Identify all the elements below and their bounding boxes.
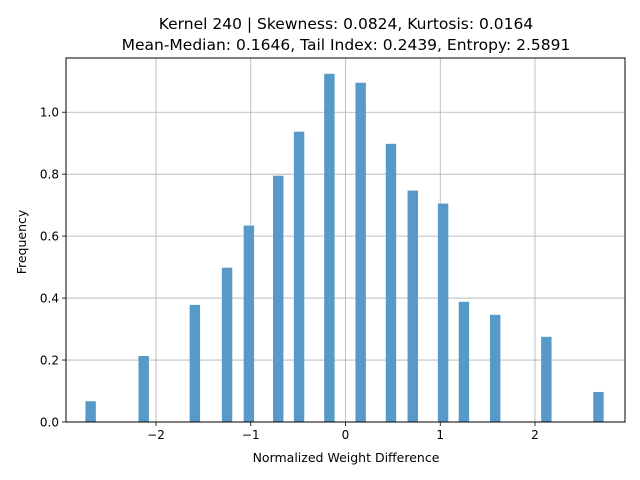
y-tick-label: 1.0 — [40, 106, 59, 120]
histogram-bar — [85, 401, 96, 422]
histogram-bar — [293, 131, 305, 422]
x-axis-label: Normalized Weight Difference — [253, 450, 440, 465]
histogram-bar — [189, 304, 201, 422]
histogram-bar — [407, 190, 418, 422]
histogram-bar — [458, 301, 470, 422]
y-tick-label: 0.0 — [40, 415, 59, 429]
plot-area: −2 −1 0 1 2 0.0 0.2 0.4 0.6 0.8 1.0 — [40, 57, 626, 442]
y-tick-label: 0.2 — [40, 353, 59, 367]
x-tick-label: −2 — [147, 428, 165, 442]
chart-title-line-2: Mean-Median: 0.1646, Tail Index: 0.2439,… — [122, 36, 571, 54]
y-tick-label: 0.4 — [40, 291, 59, 305]
x-tick-label: 0 — [342, 428, 350, 442]
histogram-bar — [324, 73, 335, 423]
histogram-bar — [243, 225, 255, 422]
histogram-bar — [593, 391, 604, 422]
y-axis-ticks: 0.0 0.2 0.4 0.6 0.8 1.0 — [40, 106, 66, 429]
histogram-bar — [541, 336, 552, 422]
histogram-bar — [437, 203, 449, 422]
y-tick-label: 0.8 — [40, 167, 59, 181]
x-tick-label: −1 — [242, 428, 260, 442]
histogram-bar — [385, 143, 397, 422]
histogram-bar — [355, 82, 366, 422]
histogram-bar — [138, 356, 149, 422]
bar-series — [85, 73, 604, 423]
x-tick-label: 1 — [436, 428, 444, 442]
y-axis-label: Frequency — [14, 209, 29, 274]
histogram-bar — [221, 267, 233, 422]
x-axis-ticks: −2 −1 0 1 2 — [147, 422, 539, 442]
x-tick-label: 2 — [531, 428, 539, 442]
histogram-bar — [273, 175, 284, 422]
histogram-bar — [489, 314, 501, 422]
chart-title-line-1: Kernel 240 | Skewness: 0.0824, Kurtosis:… — [159, 15, 534, 33]
y-tick-label: 0.6 — [40, 229, 59, 243]
